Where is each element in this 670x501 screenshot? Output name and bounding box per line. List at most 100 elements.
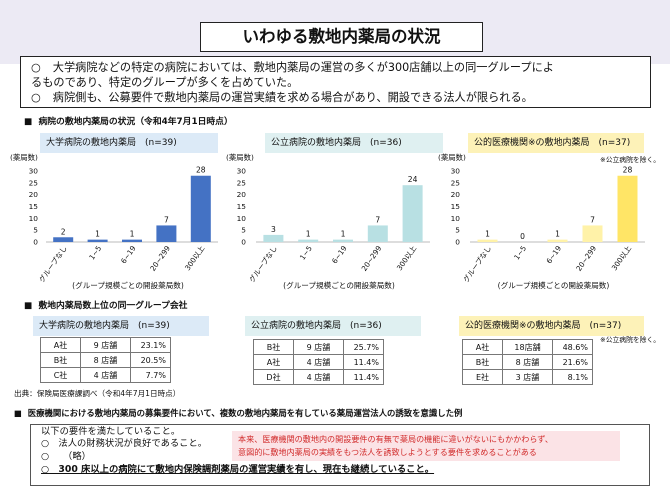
table-row: A社 18店舗 48.6% [462, 339, 593, 355]
x-axis-label: (グループ規模ごとの開設薬局数) [498, 280, 610, 290]
bar [190, 175, 211, 242]
data-label: 28 [196, 166, 206, 175]
table-cell: 9 店舗 [80, 337, 131, 353]
table-cell: D社 [253, 369, 294, 385]
summary-1-mark: ○ [31, 61, 41, 74]
bar [617, 175, 638, 242]
group-3-table-wrap: A社 18店舗 48.6% B社 8 店舗 21.6% E社 3 店舗 8.1% [462, 339, 593, 385]
summary-2-text: るものであり、特定のグループが多くを占めていた。 [31, 76, 299, 89]
y-tick-label: 5 [241, 226, 246, 235]
table-cell: 48.6% [552, 339, 593, 355]
y-axis-label: (薬局数) [438, 153, 466, 162]
y-tick-label: 5 [33, 226, 38, 235]
group-3-title: 公的医療機関※の敷地内薬局 (n=37) [459, 316, 644, 336]
requirement-line: ○ （略） [41, 451, 91, 462]
data-label: 1 [306, 230, 311, 239]
group-3-table: A社 18店舗 48.6% B社 8 店舗 21.6% E社 3 店舗 8.1% [462, 339, 593, 385]
callout-line: 意図的に敷地内薬局の実績をもつ法人を誘致しようとする要件を求めることがある [238, 447, 537, 457]
x-tick-label: 1~5 [512, 244, 528, 262]
data-label: 24 [408, 175, 418, 184]
bar [53, 237, 74, 242]
x-tick-label: 20~299 [359, 244, 383, 273]
table-cell: 8.1% [552, 369, 593, 385]
summary-3-mark: ○ [31, 91, 41, 104]
table-cell: 18店舗 [502, 339, 553, 355]
data-label: 1 [485, 230, 490, 239]
section-2-title: 敷地内薬局数上位の同一グループ会社 [38, 301, 188, 311]
x-tick-label: 300以上 [610, 244, 633, 272]
requirement-line: 以下の要件を満たしていること。 [41, 426, 181, 437]
table-cell: 11.4% [343, 354, 384, 370]
bar [333, 239, 353, 242]
y-tick-label: 10 [451, 214, 461, 223]
section-1-title: 病院の敷地内薬局の状況（令和4年7月1日時点） [38, 117, 233, 127]
chart-3-note: ※公立病院を除く。 [600, 156, 661, 164]
table-row: B社 8 店舗 21.6% [462, 354, 593, 370]
data-label: 7 [164, 215, 169, 224]
group-1-title: 大学病院の敷地内薬局 (n=39) [33, 316, 209, 336]
charts-svg: (薬局数)3025201510502グループなし11~516~19720~299… [10, 153, 645, 290]
y-tick-label: 25 [29, 178, 39, 187]
data-label: 3 [271, 225, 276, 234]
y-tick-label: 5 [455, 226, 460, 235]
data-label: 1 [555, 230, 560, 239]
x-tick-label: グループなし [461, 244, 493, 284]
section-2-marker: ■ [24, 301, 33, 311]
data-label: 1 [341, 230, 346, 239]
table-cell: 9 店舗 [293, 339, 344, 355]
table-cell: 4 店舗 [293, 369, 344, 385]
table-cell: 25.7% [343, 339, 384, 355]
x-tick-label: 300以上 [183, 244, 206, 272]
section-3-heading: ■ 医療機関における敷地内薬局の募集要件において、複数の敷地内薬局を有している薬… [14, 407, 462, 419]
table-row: D社 4 店舗 11.4% [253, 369, 384, 385]
bar [156, 225, 177, 242]
data-label: 28 [623, 166, 633, 175]
data-label: 1 [95, 230, 100, 239]
x-axis-label: (グループ規模ごとの開設薬局数) [72, 280, 184, 290]
table-cell: E社 [462, 369, 503, 385]
section-1-heading: ■ 病院の敷地内薬局の状況（令和4年7月1日時点） [24, 116, 233, 128]
x-tick-label: 20~299 [148, 244, 172, 273]
table-cell: B社 [40, 352, 81, 368]
summary-1-text: 大学病院などの特定の病院においては、敷地内薬局の運営の多くが300店舗以上の同一… [52, 61, 554, 74]
chart-2-title: 公立病院の敷地内薬局 (n=36) [265, 133, 443, 153]
y-tick-label: 30 [237, 167, 247, 176]
y-tick-label: 0 [455, 238, 460, 247]
x-tick-label: 300以上 [395, 244, 418, 272]
table-cell: B社 [253, 339, 294, 355]
requirement-line-emphasis: ○ 300 床以上の病院にて敷地内保険調剤薬局の運営実績を有し、現在も継続してい… [41, 464, 435, 475]
source-note: 出典：保険局医療課調べ（令和4年7月1日時点） [14, 389, 181, 398]
bar [582, 225, 603, 242]
table-cell: 20.5% [130, 352, 171, 368]
bar [263, 234, 284, 242]
x-tick-label: 6~19 [544, 244, 563, 266]
callout-line: 本来、医療機関の敷地内の開設要件の有無で薬局の機能に違いがないにもかかわらず、 [238, 434, 553, 444]
data-label: 7 [590, 215, 595, 224]
y-tick-label: 20 [237, 190, 247, 199]
x-axis-label: (グループ規模ごとの開設薬局数) [283, 280, 395, 290]
table-row: A社 9 店舗 23.1% [40, 337, 171, 353]
table-cell: 4 店舗 [80, 367, 131, 383]
group-2-table-wrap: B社 9 店舗 25.7% A社 4 店舗 11.4% D社 4 店舗 11.4% [253, 339, 384, 385]
x-tick-label: グループなし [247, 244, 279, 284]
table-cell: 7.7% [130, 367, 171, 383]
table-cell: A社 [40, 337, 81, 353]
summary-box: ○ 大学病院などの特定の病院においては、敷地内薬局の運営の多くが300店舗以上の同… [20, 56, 651, 108]
bar [298, 239, 319, 242]
x-tick-label: 20~299 [574, 244, 598, 273]
bar [367, 225, 388, 242]
y-tick-label: 20 [29, 190, 39, 199]
table-row: A社 4 店舗 11.4% [253, 354, 384, 370]
chart-1-title: 大学病院の敷地内薬局 (n=39) [40, 133, 218, 153]
table-cell: 8 店舗 [502, 354, 553, 370]
data-label: 0 [520, 232, 525, 241]
x-tick-label: 6~19 [119, 244, 138, 266]
group-2-title: 公立病院の敷地内薬局 (n=36) [245, 316, 421, 336]
y-tick-label: 20 [451, 190, 461, 199]
data-label: 7 [375, 215, 380, 224]
table-cell: B社 [462, 354, 503, 370]
group-1-table: A社 9 店舗 23.1% B社 8 店舗 20.5% C社 4 店舗 7.7% [40, 337, 171, 383]
summary-bullet-2: ○ 病院側も、公募要件で敷地内薬局の運営実績を求める場合があり、開設できる法人が限… [31, 90, 533, 105]
y-tick-label: 25 [237, 178, 247, 187]
section-3-title: 医療機関における敷地内薬局の募集要件において、複数の敷地内薬局を有している薬局運… [27, 408, 463, 418]
